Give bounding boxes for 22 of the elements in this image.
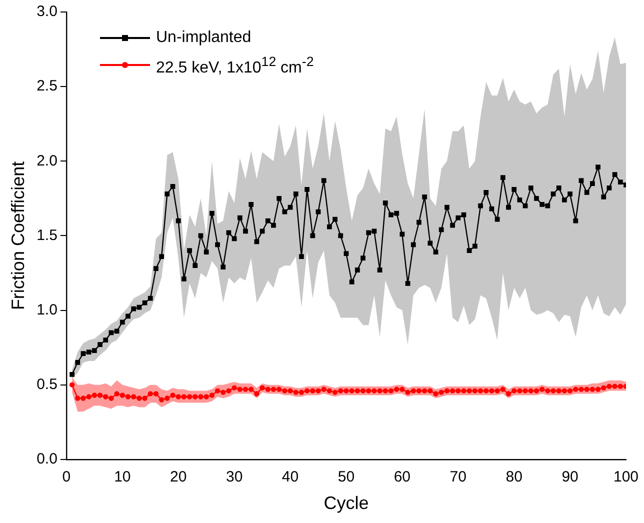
- x-tick-label: 100: [613, 468, 639, 486]
- x-tick-label: 60: [394, 468, 411, 486]
- x-tick-label: 20: [170, 468, 187, 486]
- x-tick-label: 0: [62, 468, 71, 486]
- legend-label: Un-implanted: [156, 28, 252, 48]
- legend-label: 22.5 keV, 1x10$^{12}$ cm$^{-2}$: [156, 53, 314, 78]
- x-tick-label: 80: [506, 468, 522, 486]
- x-tick-label: 50: [338, 468, 355, 486]
- x-tick-label: 40: [282, 468, 299, 486]
- x-axis-title: Cycle: [324, 493, 369, 514]
- x-tick-label: 10: [114, 468, 131, 486]
- y-tick-label: 3.0: [36, 3, 58, 20]
- x-tick-label: 90: [562, 468, 578, 486]
- y-tick-label: 0.5: [36, 376, 58, 393]
- y-tick-label: 1.0: [36, 301, 58, 318]
- y-tick-label: 0.0: [36, 450, 58, 468]
- y-tick-label: 1.5: [36, 226, 58, 244]
- y-tick-label: 2.5: [36, 78, 58, 95]
- y-axis-title: Friction Coefficient: [8, 161, 28, 310]
- x-tick-label: 70: [450, 468, 466, 486]
- x-tick-label: 30: [226, 468, 243, 486]
- y-tick-label: 2.0: [36, 152, 58, 170]
